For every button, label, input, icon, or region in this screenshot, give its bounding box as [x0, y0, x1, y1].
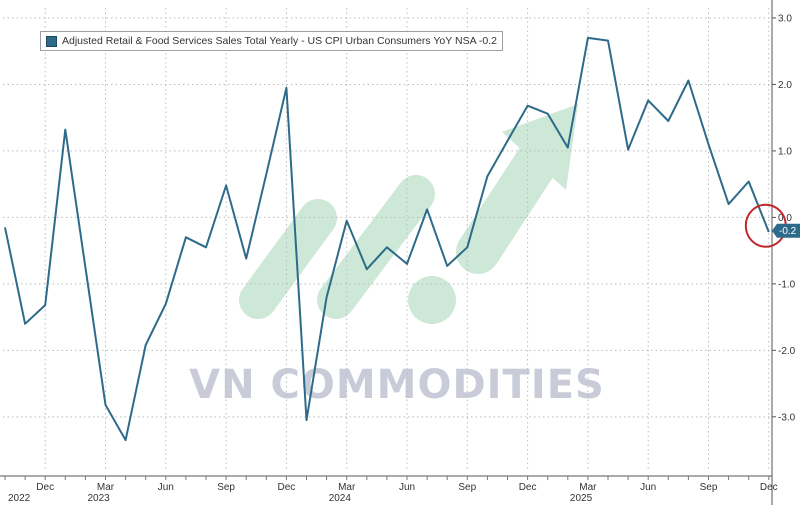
- watermark-arrow-shaft: [456, 138, 560, 274]
- y-tick-label: -3.0: [778, 412, 796, 423]
- x-year-label: 2025: [570, 493, 593, 504]
- annotation-layer: -0.2: [744, 203, 800, 248]
- watermark-text: VN COMMODITIES: [189, 362, 605, 408]
- y-tick-label: -1.0: [778, 279, 796, 290]
- x-tick-label: Jun: [158, 482, 174, 493]
- x-tick-label: Dec: [519, 482, 537, 493]
- legend-label: Adjusted Retail & Food Services Sales To…: [62, 35, 498, 47]
- last-value-badge: [772, 223, 800, 238]
- x-tick-label: Mar: [97, 482, 115, 493]
- watermark-bar: [317, 175, 435, 319]
- watermark-arrow-head: [502, 104, 578, 190]
- x-tick-label: Dec: [760, 482, 778, 493]
- x-tick-label: Sep: [217, 482, 235, 493]
- x-tick-label: Dec: [36, 482, 54, 493]
- x-year-label: 2024: [329, 493, 352, 504]
- x-tick-label: Dec: [278, 482, 296, 493]
- legend: Adjusted Retail & Food Services Sales To…: [40, 31, 504, 51]
- watermark-dot: [408, 276, 456, 324]
- legend-swatch: [46, 35, 57, 47]
- x-tick-label: Sep: [458, 482, 476, 493]
- x-tick-label: Mar: [338, 482, 356, 493]
- x-year-label: 2023: [88, 493, 111, 504]
- watermark-bar: [239, 199, 337, 319]
- y-tick-label: 3.0: [778, 13, 792, 24]
- x-tick-label: Jun: [640, 482, 656, 493]
- y-tick-label: 1.0: [778, 146, 792, 157]
- series-layer: [4, 36, 770, 442]
- x-tick-label: Sep: [700, 482, 718, 493]
- grid-layer: [3, 8, 772, 470]
- last-value-label: -0.2: [779, 226, 797, 237]
- x-tick-label: Jun: [399, 482, 415, 493]
- series-line: [4, 36, 770, 442]
- x-tick-label: Mar: [579, 482, 597, 493]
- y-tick-label: 2.0: [778, 80, 792, 91]
- y-tick-label: -2.0: [778, 346, 796, 357]
- x-year-label: 2022: [8, 493, 31, 504]
